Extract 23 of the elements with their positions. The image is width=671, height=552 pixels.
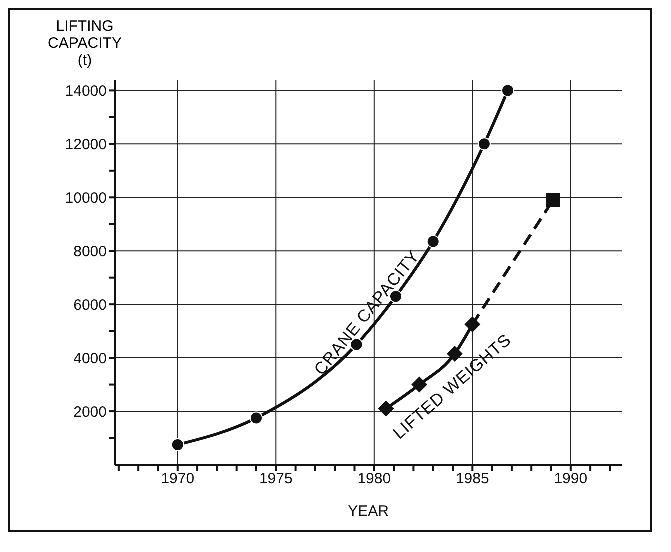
point <box>464 316 481 333</box>
point <box>502 84 515 98</box>
point <box>412 376 428 393</box>
y-tick-label: 8000 <box>74 243 107 260</box>
point <box>478 138 491 151</box>
y-tick-label: 12000 <box>65 136 107 154</box>
x-axis-title: YEAR <box>348 503 390 520</box>
y-axis-title: LIFTING CAPACITY (t) <box>47 18 123 69</box>
y-tick-label: 4000 <box>74 350 107 368</box>
y-tick-label: 14000 <box>65 83 107 100</box>
x-tick-label: 1980 <box>358 470 392 488</box>
point <box>546 193 560 208</box>
x-tick-label: 1990 <box>554 470 588 488</box>
x-tick-label: 1970 <box>161 470 195 488</box>
y-tick-label: 2000 <box>74 404 107 421</box>
x-tick-label: 1975 <box>259 470 293 488</box>
x-tick-label: 1985 <box>456 470 490 488</box>
point <box>250 412 263 425</box>
y-tick-label: 6000 <box>74 296 107 314</box>
point <box>171 438 184 452</box>
y-tick-label: 10000 <box>65 190 107 207</box>
point <box>426 235 440 248</box>
point <box>378 400 394 417</box>
